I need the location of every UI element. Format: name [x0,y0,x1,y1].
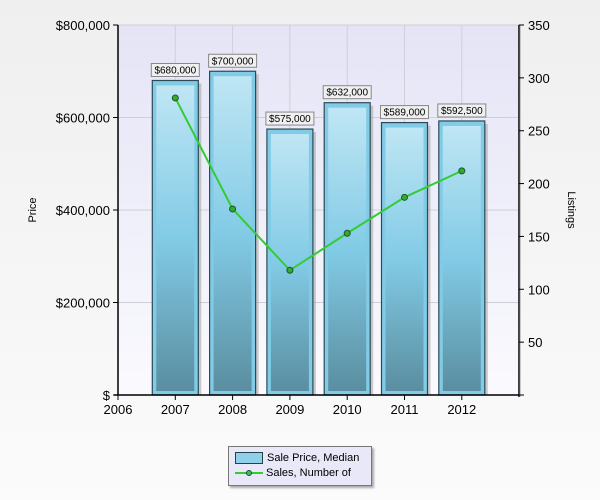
svg-text:2006: 2006 [104,402,133,417]
line-point [171,94,179,102]
bar-series: $680,000 $700,000 $575,000 $632,000 $589,000… [150,53,488,396]
line-marker-icon [235,466,263,480]
svg-text:2008: 2008 [218,402,247,417]
line-series [171,94,466,274]
svg-text:350: 350 [528,18,550,33]
svg-text:200: 200 [528,177,550,192]
legend-label: Sale Price, Median [267,452,360,464]
axes: $ $200,000 $400,000 $600,000 $800,000 50 100 15… [56,18,550,417]
data-label: $589,000 [384,108,426,119]
y-axis-title: Price [27,197,39,222]
svg-text:300: 300 [528,71,550,86]
data-label: $632,000 [326,88,368,99]
svg-text:$200,000: $200,000 [56,296,110,311]
svg-text:$400,000: $400,000 [56,203,110,218]
svg-text:$: $ [103,388,111,403]
svg-text:2007: 2007 [161,402,190,417]
line-point [401,193,408,201]
legend-item-sale-price: Sale Price, Median [235,451,359,465]
line-point [343,229,351,237]
svg-text:2009: 2009 [275,402,304,417]
svg-text:$800,000: $800,000 [56,18,110,33]
svg-text:2010: 2010 [333,402,362,417]
legend-item-sales: Sales, Number of [235,466,351,480]
bar-swatch-icon [235,452,263,464]
svg-text:50: 50 [528,335,542,350]
legend-label: Sales, Number of [266,467,351,479]
svg-text:2011: 2011 [391,402,419,417]
svg-text:250: 250 [528,124,550,139]
legend: Sale Price, Median Sales, Number of [228,446,372,486]
svg-text:2012: 2012 [447,402,476,417]
line-point [458,167,466,175]
line-point [229,205,237,213]
data-label: $575,000 [269,114,311,125]
svg-text:150: 150 [528,229,550,244]
svg-text:$600,000: $600,000 [56,111,110,126]
svg-text:100: 100 [528,282,550,297]
data-label: $700,000 [212,56,254,67]
data-label: $680,000 [154,66,196,77]
line-point [286,266,294,274]
y2-axis-title: Listings [565,191,577,229]
data-label: $592,500 [441,106,483,117]
